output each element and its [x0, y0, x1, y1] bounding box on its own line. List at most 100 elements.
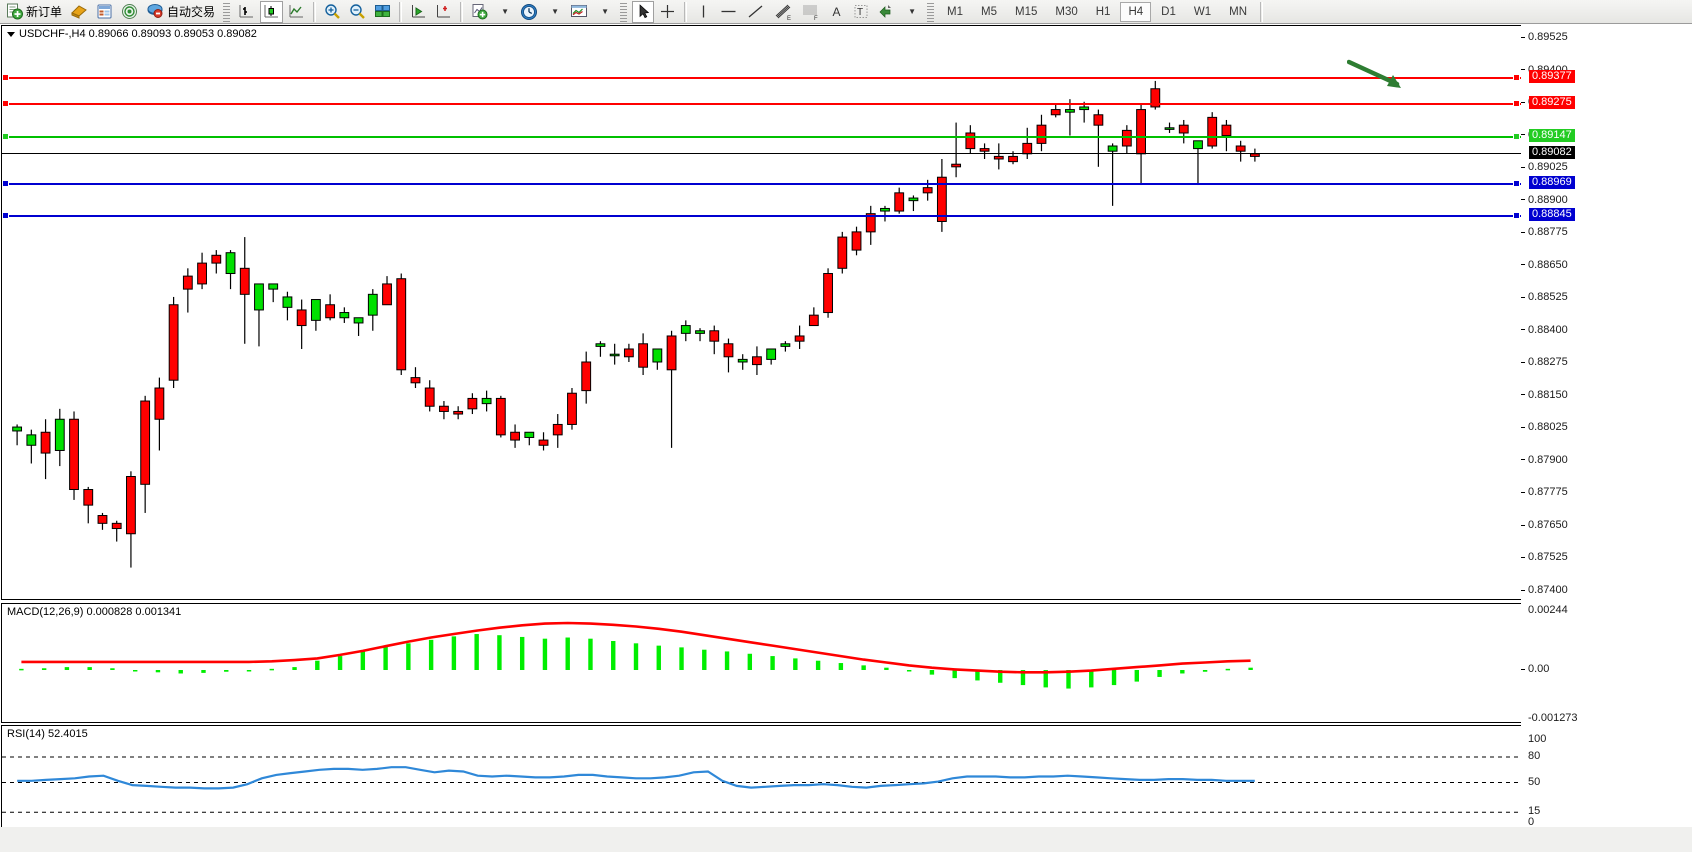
timeframe-m30[interactable]: M30 [1055, 5, 1078, 18]
candle [83, 486, 94, 524]
candlestick-chart-button[interactable] [260, 0, 284, 23]
candle [524, 431, 535, 446]
candle [538, 432, 549, 451]
timeframe-h1[interactable]: H1 [1095, 5, 1111, 18]
candle [1036, 114, 1047, 152]
toolbar-separator [1260, 1, 1263, 22]
level-handle[interactable] [2, 133, 9, 141]
line-chart-button[interactable] [285, 1, 308, 23]
period-button[interactable] [517, 1, 541, 23]
tick-dash [1521, 231, 1525, 233]
tile-windows-button[interactable] [371, 1, 394, 23]
symbol-title: USDCHF-,H4 0.89066 0.89093 0.89053 0.890… [19, 28, 257, 40]
timeframe-m15[interactable]: M15 [1015, 5, 1038, 18]
level-handle[interactable] [1513, 179, 1520, 187]
period-dropdown[interactable]: ▼ [543, 1, 565, 23]
templates-button[interactable] [567, 1, 591, 23]
timeframe-w1[interactable]: W1 [1193, 5, 1212, 18]
fibonacci-retracement-button[interactable]: F [798, 1, 824, 23]
level-handle[interactable] [1513, 73, 1520, 81]
crosshair-icon [661, 5, 675, 18]
level-handle[interactable] [2, 179, 9, 187]
candle [965, 125, 976, 154]
toolbar-grip[interactable] [223, 1, 231, 22]
templates-dropdown[interactable]: ▼ [593, 1, 615, 23]
market-watch-button[interactable] [118, 1, 141, 23]
toolbar-grip[interactable] [620, 1, 628, 22]
symbol-caret-icon[interactable] [7, 31, 15, 37]
level-handle[interactable] [1513, 211, 1520, 219]
level-line-entry[interactable] [2, 136, 1521, 139]
text-box-button[interactable]: T [850, 1, 872, 23]
new-order-button[interactable]: 新订单 [3, 1, 65, 23]
svg-text:F: F [814, 16, 818, 21]
candle [26, 429, 37, 464]
macd-bar [292, 667, 297, 670]
timeframe-m1[interactable]: M1 [947, 5, 964, 18]
add-indicator-dropdown[interactable]: ▼ [493, 1, 515, 23]
level-handle[interactable] [1513, 133, 1520, 141]
level-handle[interactable] [1513, 100, 1520, 108]
navigator-button[interactable]: 自动交易 [143, 1, 218, 23]
macd-pane[interactable]: MACD(12,26,9) 0.000828 0.001341 [1, 603, 1521, 723]
bar-chart-button[interactable] [235, 1, 258, 23]
chart-shift-button[interactable] [432, 1, 455, 23]
price-badge-resistance[interactable]: 0.89275 [1529, 96, 1575, 110]
tick-dash [1521, 36, 1525, 38]
trendline-button[interactable] [743, 1, 768, 23]
arrows-shapes-button[interactable] [874, 1, 898, 23]
vertical-line-button[interactable] [692, 1, 714, 23]
level-handle[interactable] [2, 100, 9, 108]
candle [908, 195, 919, 212]
macd-bar [1089, 670, 1094, 688]
cursor-button[interactable] [632, 0, 655, 23]
candle [254, 283, 264, 347]
zoom-out-button[interactable] [346, 1, 369, 23]
data-window-button[interactable] [93, 1, 116, 23]
timeframe-m5[interactable]: M5 [981, 5, 997, 18]
level-line-current-price[interactable] [2, 153, 1521, 155]
price-badge-resistance[interactable]: 0.89377 [1529, 69, 1575, 83]
level-handle[interactable] [2, 211, 9, 219]
price-badge-support[interactable]: 0.88845 [1529, 207, 1575, 221]
macd-bar [1225, 668, 1231, 671]
macd-series [19, 621, 1253, 689]
level-line-support[interactable] [2, 182, 1521, 185]
level-handle[interactable] [2, 73, 9, 81]
horizontal-line-button[interactable] [716, 1, 741, 23]
level-line-support[interactable] [2, 214, 1521, 217]
timeframe-d1[interactable]: D1 [1161, 5, 1176, 18]
price-pane[interactable]: USDCHF-,H4 0.89066 0.89093 0.89053 0.890… [1, 25, 1521, 600]
add-indicator-button[interactable] [468, 1, 491, 23]
rsi-scale-tick-value: 100 [1528, 733, 1547, 745]
price-badge-entry[interactable]: 0.89147 [1529, 129, 1575, 143]
timeframe-h4[interactable]: H4 [1120, 1, 1152, 22]
toolbar-grip[interactable] [927, 1, 935, 22]
crosshair-button[interactable] [656, 1, 679, 23]
price-axis[interactable]: 0.895250.894000.892750.891500.890250.889… [1521, 25, 1692, 830]
price-tick: 0.89525 [1521, 32, 1568, 43]
candle [894, 187, 905, 214]
macd-bar [1157, 670, 1162, 677]
price-tick: 0.88775 [1521, 227, 1568, 238]
chart-area[interactable]: USDCHF-,H4 0.89066 0.89093 0.89053 0.890… [0, 25, 1692, 852]
text-label-button[interactable]: A [826, 1, 848, 23]
arrows-shapes-dropdown[interactable]: ▼ [900, 1, 922, 23]
equidistant-channel-button[interactable]: E [770, 1, 796, 23]
rsi-scale-tick-value: 50 [1528, 775, 1541, 788]
candle [1164, 122, 1175, 133]
auto-scroll-button[interactable] [407, 1, 430, 23]
level-line-resistance[interactable] [2, 76, 1521, 79]
candle [752, 346, 762, 376]
price-badge-current-price[interactable]: 0.89082 [1529, 146, 1575, 160]
rsi-pane[interactable]: RSI(14) 52.4015 [1, 725, 1521, 830]
expert-advisor-button[interactable] [67, 1, 91, 23]
text-label-icon: A [832, 5, 840, 19]
zoom-in-button[interactable] [321, 1, 344, 23]
tick-dash [1521, 134, 1525, 136]
price-badge-support[interactable]: 0.88969 [1529, 175, 1575, 189]
timeframe-mn[interactable]: MN [1229, 5, 1247, 18]
rsi-scale-tick: 80 [1521, 751, 1540, 762]
down-arrow-annotation[interactable] [1346, 56, 1417, 101]
level-line-resistance[interactable] [2, 103, 1521, 106]
